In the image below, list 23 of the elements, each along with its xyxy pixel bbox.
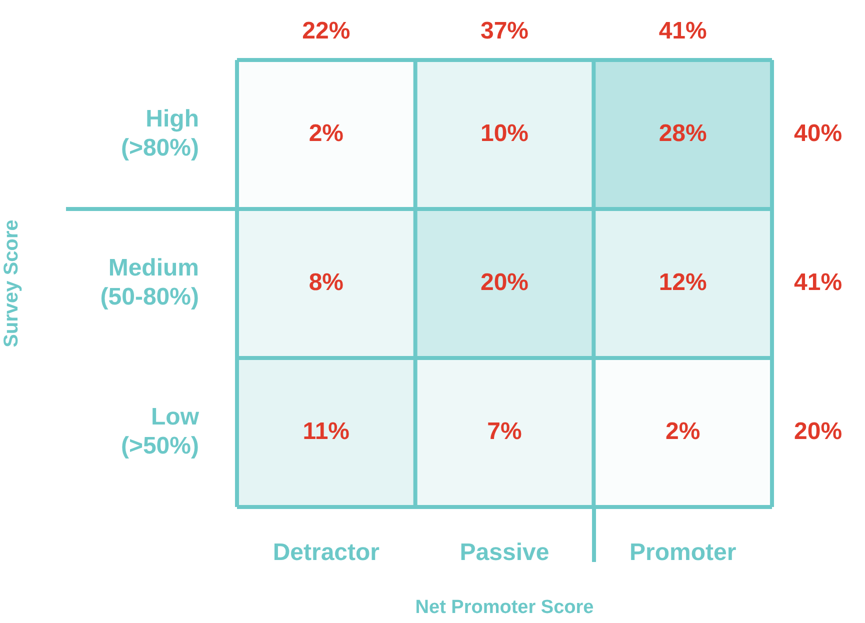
x-tick-label: Promoter [629,539,736,566]
y2-tick-label: 41% [794,269,842,296]
text: 37% [480,18,529,45]
x-tick-label: Detractor [272,539,380,566]
x-axis-title: Net Promoter Score [415,596,594,618]
y-axis-title: Survey Score [0,220,23,348]
y2-tick-label: 20% [794,418,842,446]
y2-tick-label: 40% [794,120,842,148]
data-label: 20% [480,269,529,296]
y-tick-label: High (>80%) [120,106,199,162]
text: 41% [658,18,707,45]
data-label: 7% [487,418,522,446]
data-label: 10% [480,120,529,148]
x-tick-label: Passive [460,539,550,566]
data-label: 2% [308,120,344,148]
data-label: 11% [302,418,350,446]
y-tick-label: Low (>50%) [120,404,200,460]
data-label: 12% [658,269,707,296]
y-tick-label: Medium (50-80%) [100,254,199,311]
text: 22% [302,18,350,45]
data-label: 8% [308,269,344,296]
data-label: 28% [658,120,707,148]
data-label: 2% [665,418,700,446]
